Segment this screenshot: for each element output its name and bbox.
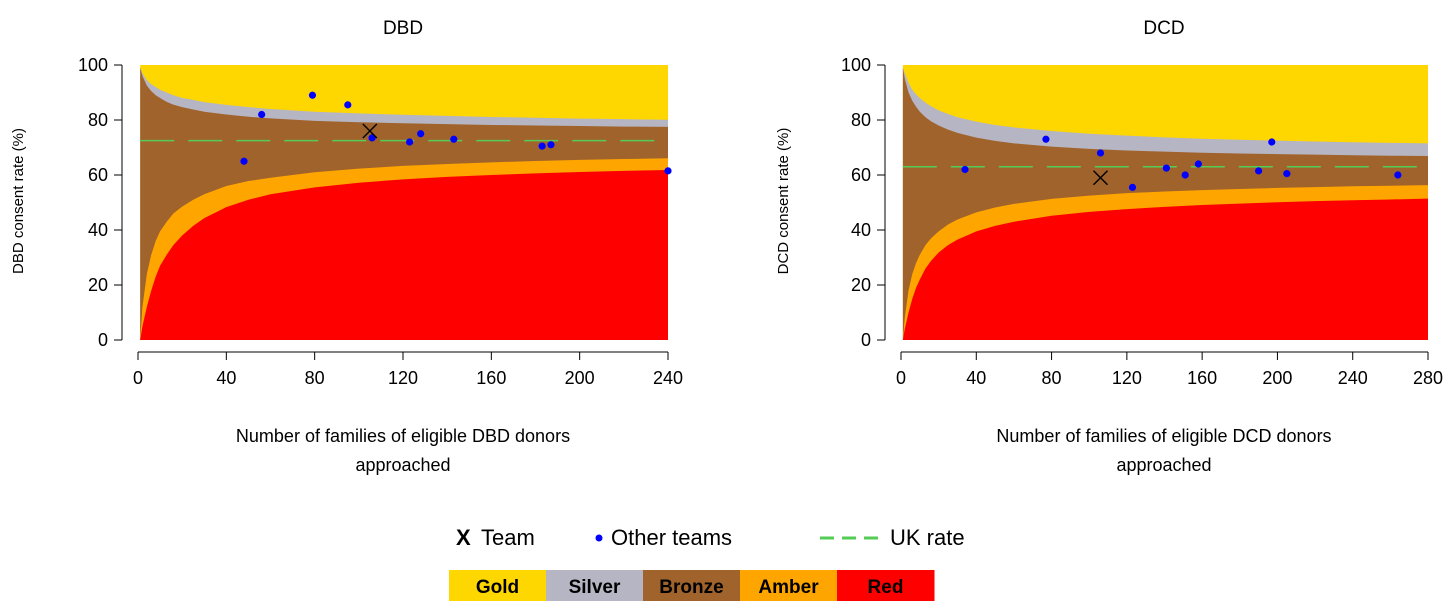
other-teams-legend-label: Other teams	[611, 525, 732, 550]
dcd-other-team-point-9	[1283, 170, 1291, 178]
dcd-x-tick-label-7: 280	[1413, 368, 1443, 388]
dbd-chart-title: DBD	[383, 18, 423, 39]
dbd-other-team-point-7	[450, 135, 458, 143]
dbd-other-team-point-4	[368, 134, 376, 142]
dcd-y-axis-label: DCD consent rate (%)	[775, 128, 792, 275]
dcd-other-team-point-3	[1128, 183, 1137, 191]
dbd-red-band	[140, 170, 668, 340]
dcd-other-team-point-5	[1181, 171, 1189, 179]
dcd-other-team-point-10	[1394, 171, 1402, 179]
band-key-swatch-amber	[740, 570, 838, 601]
band-key-swatch-gold	[449, 570, 547, 601]
dbd-x-axis-label-line2: approached	[355, 455, 450, 475]
dcd-y-tick-label-4: 80	[851, 110, 871, 130]
band-key-swatch-bronze	[643, 570, 741, 601]
dbd-y-axis-label: DBD consent rate (%)	[10, 128, 27, 274]
band-colour-key: Gold Silver Bronze Amber Red	[449, 570, 935, 601]
dbd-other-team-point-8	[538, 142, 546, 150]
dcd-team-marker	[1093, 170, 1109, 186]
dbd-panel: DBD 0 20 40 60 80 100 0 40 80 120 160 200 240 Number…	[10, 18, 683, 475]
band-key-label-gold: Gold	[476, 577, 519, 598]
dbd-x-tick-label-0: 0	[133, 368, 143, 388]
dbd-other-team-point-2	[308, 91, 317, 99]
dcd-panel: DCD 0 20 40 60 80 100 0 40 80 120 160 200 240 280 Num…	[775, 18, 1443, 475]
band-key-label-red: Red	[868, 577, 904, 598]
dcd-y-tick-label-5: 100	[841, 55, 871, 75]
dbd-plot-area: 0 20 40 60 80 100 0 40 80 120 160 200 240	[78, 55, 683, 388]
dbd-x-tick-label-1: 40	[216, 368, 236, 388]
dbd-other-team-point-1	[258, 110, 266, 119]
dbd-other-team-point-6	[417, 130, 425, 138]
team-legend-label: Team	[481, 525, 535, 550]
dcd-other-team-point-6	[1194, 160, 1202, 168]
dbd-y-tick-label-0: 0	[98, 330, 108, 350]
dcd-other-team-point-2	[1096, 149, 1105, 157]
dbd-y-tick-label-1: 20	[88, 275, 108, 295]
dcd-x-tick-label-6: 240	[1338, 368, 1368, 388]
band-key-swatch-silver	[546, 570, 644, 601]
dbd-y-tick-label-5: 100	[78, 55, 108, 75]
dbd-x-axis-label-line1: Number of families of eligible DBD donor…	[236, 426, 570, 446]
dcd-other-team-point-8	[1268, 138, 1276, 146]
dcd-x-tick-label-4: 160	[1187, 368, 1217, 388]
dbd-team-marker	[362, 123, 378, 139]
band-key-label-amber: Amber	[758, 577, 819, 598]
dcd-other-team-point-0	[961, 165, 969, 174]
other-teams-marker	[595, 534, 603, 542]
uk-rate-legend-label: UK rate	[890, 525, 965, 550]
dcd-x-tick-label-1: 40	[966, 368, 986, 388]
dbd-x-tick-label-5: 200	[565, 368, 595, 388]
band-key-label-bronze: Bronze	[659, 577, 723, 598]
dcd-y-tick-label-2: 40	[851, 220, 871, 240]
dcd-x-axis-label-line2: approached	[1116, 455, 1211, 475]
dbd-x-tick-label-4: 160	[476, 368, 506, 388]
dcd-x-axis-label-line1: Number of families of eligible DCD donor…	[996, 426, 1331, 446]
team-marker-symbol: X	[456, 525, 471, 550]
dbd-y-tick-label-2: 40	[88, 220, 108, 240]
dcd-y-tick-label-1: 20	[851, 275, 871, 295]
dbd-y-tick-label-4: 80	[88, 110, 108, 130]
dbd-other-team-point-3	[344, 101, 352, 109]
band-key-swatch-red	[837, 570, 935, 601]
dcd-x-tick-label-0: 0	[896, 368, 906, 388]
dcd-chart-title: DCD	[1143, 18, 1184, 39]
dbd-x-tick-label-6: 240	[653, 368, 683, 388]
dcd-x-tick-label-5: 200	[1262, 368, 1292, 388]
dbd-y-tick-label-3: 60	[88, 165, 108, 185]
dbd-x-tick-label-2: 80	[305, 368, 325, 388]
dcd-y-tick-label-3: 60	[851, 165, 871, 185]
dcd-plot-area: 0 20 40 60 80 100 0 40 80 120 160 200 240 280	[841, 55, 1443, 388]
dcd-other-team-point-1	[1042, 135, 1050, 143]
dcd-x-tick-label-3: 120	[1112, 368, 1142, 388]
band-key-label-silver: Silver	[569, 577, 621, 598]
dbd-other-team-point-5	[406, 138, 414, 146]
legend: X Team Other teams UK rate	[456, 525, 965, 550]
dbd-other-team-point-10	[664, 167, 672, 175]
dcd-other-team-point-7	[1255, 167, 1263, 175]
dcd-x-tick-label-2: 80	[1042, 368, 1062, 388]
dbd-other-team-point-0	[240, 157, 248, 165]
dbd-other-team-point-9	[547, 141, 555, 149]
dcd-red-band	[902, 198, 1428, 340]
dcd-y-tick-label-0: 0	[861, 330, 871, 350]
dcd-other-team-point-4	[1162, 164, 1170, 172]
dbd-x-tick-label-3: 120	[388, 368, 418, 388]
